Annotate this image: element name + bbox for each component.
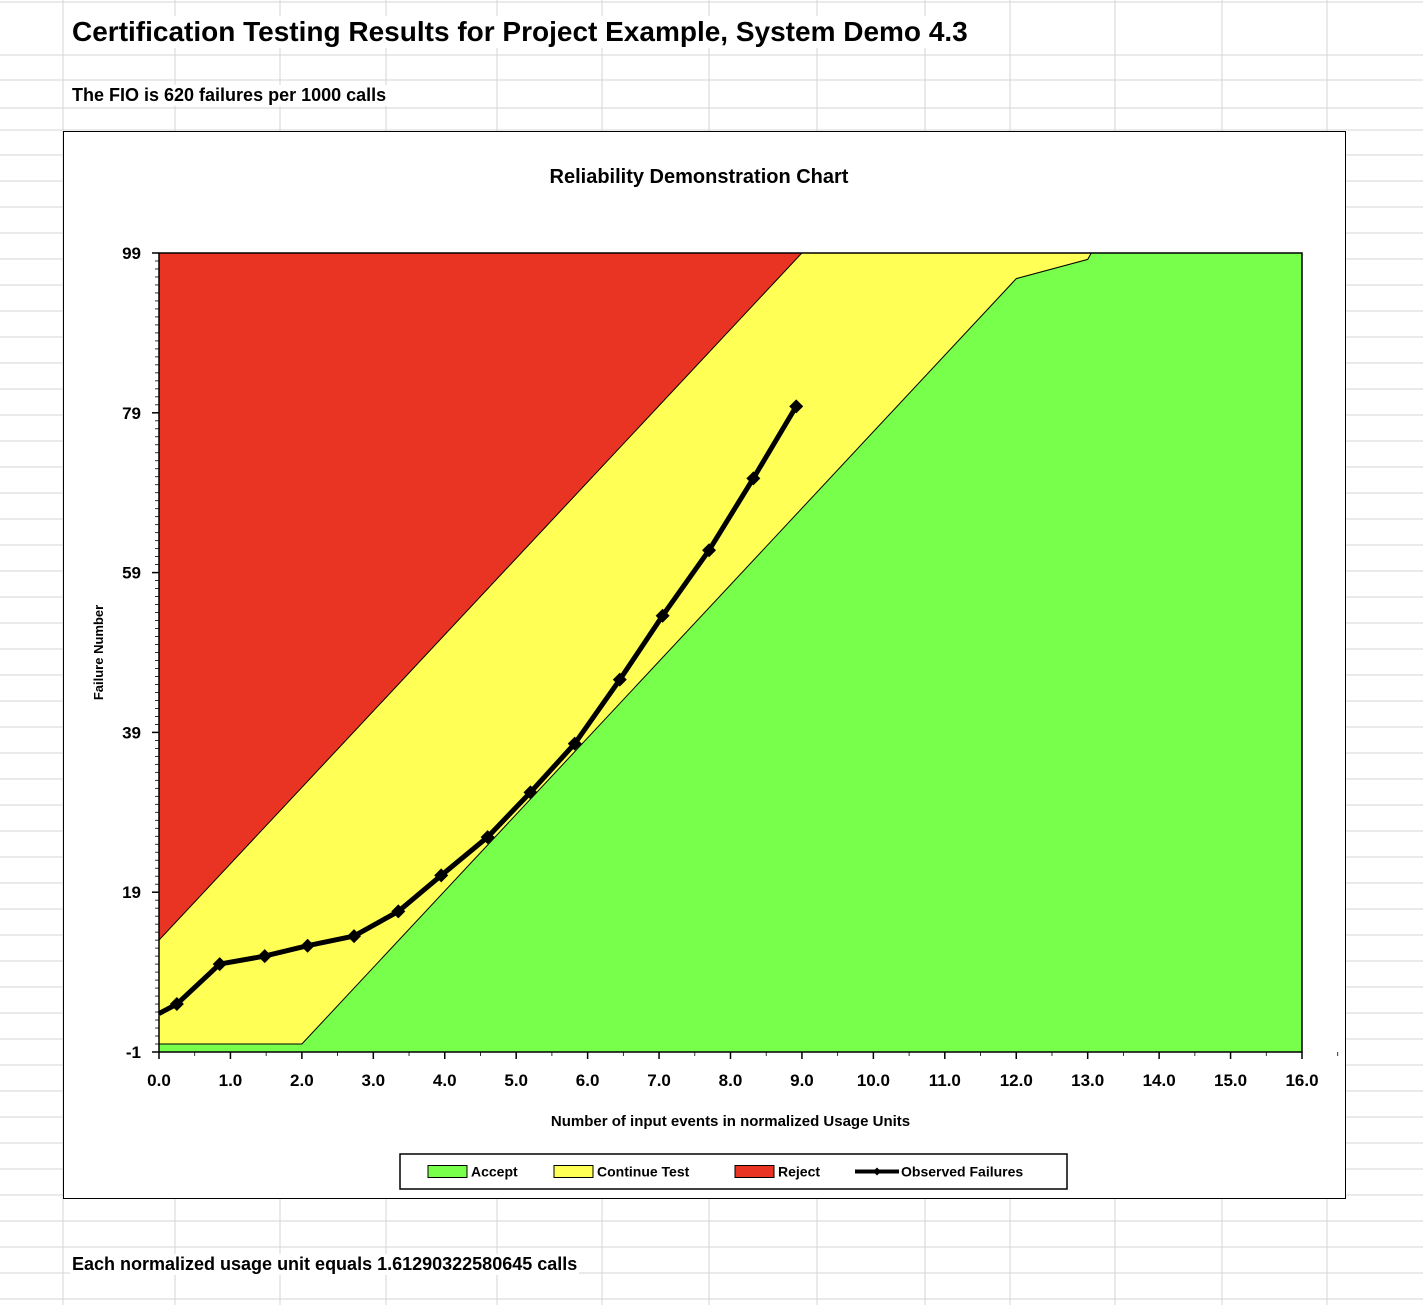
y-tick-label: 79	[122, 404, 141, 423]
legend-swatch-reject	[734, 1165, 775, 1178]
x-tick-label: 16.0	[1285, 1071, 1318, 1090]
x-tick-label: 13.0	[1071, 1071, 1104, 1090]
observed-failure-point[interactable]	[434, 868, 449, 883]
observed-failure-point[interactable]	[612, 672, 627, 687]
y-tick-label: 59	[122, 564, 141, 583]
observed-failure-point[interactable]	[300, 938, 315, 953]
x-tick-label: 3.0	[361, 1071, 385, 1090]
legend-label: Observed Failures	[901, 1164, 1023, 1180]
x-tick-label: 5.0	[504, 1071, 528, 1090]
x-axis-title: Number of input events in normalized Usa…	[551, 1113, 910, 1130]
observed-failure-point[interactable]	[169, 997, 184, 1012]
y-axis-title: Failure Number	[91, 605, 106, 700]
observed-failure-point[interactable]	[567, 736, 582, 751]
observed-failure-point[interactable]	[655, 608, 670, 623]
observed-failures-line[interactable]	[157, 405, 799, 1016]
observed-failure-point[interactable]	[257, 949, 272, 964]
x-tick-label: 0.0	[147, 1071, 171, 1090]
x-tick-label: 11.0	[929, 1071, 961, 1090]
fio-statement: The FIO is 620 failures per 1000 calls	[70, 85, 389, 106]
legend-label: Accept	[471, 1164, 518, 1180]
y-tick-label: 99	[122, 244, 141, 263]
x-tick-label: 12.0	[1000, 1071, 1033, 1090]
observed-failure-point[interactable]	[347, 929, 362, 944]
reliability-chart: Reliability Demonstration Chart -1 19 39 59 7…	[91, 166, 1339, 1190]
legend-label: Continue Test	[597, 1164, 690, 1180]
x-tick-label: 15.0	[1214, 1071, 1247, 1090]
sheet-title: Certification Testing Results for Projec…	[70, 16, 970, 48]
x-tick-label: 1.0	[219, 1071, 243, 1090]
y-tick-label: 39	[122, 723, 141, 742]
legend-label: Reject	[778, 1164, 820, 1180]
observed-failure-point[interactable]	[480, 830, 495, 845]
observed-failure-point[interactable]	[746, 471, 761, 486]
usage-unit-note: Each normalized usage unit equals 1.6129…	[70, 1254, 580, 1275]
observed-failure-point[interactable]	[391, 904, 406, 919]
x-tick-label: 6.0	[576, 1071, 600, 1090]
x-tick-label: 7.0	[647, 1071, 671, 1090]
legend-swatch-continue-test	[553, 1165, 594, 1178]
legend-marker-observed	[873, 1167, 881, 1176]
observed-failure-point[interactable]	[702, 543, 717, 558]
y-tick-label: -1	[126, 1043, 141, 1062]
x-tick-label: 8.0	[719, 1071, 743, 1090]
observed-failure-point[interactable]	[523, 785, 538, 800]
chart-title: Reliability Demonstration Chart	[550, 166, 849, 188]
y-tick-label: 19	[122, 883, 141, 902]
observed-failure-point[interactable]	[789, 399, 804, 414]
x-tick-label: 10.0	[857, 1071, 890, 1090]
legend-swatch-accept	[427, 1165, 468, 1178]
x-tick-label: 14.0	[1143, 1071, 1176, 1090]
x-tick-label: 2.0	[290, 1071, 314, 1090]
observed-failure-point[interactable]	[212, 957, 227, 972]
legend-box	[399, 1153, 1068, 1190]
x-tick-label: 4.0	[433, 1071, 457, 1090]
x-tick-label: 9.0	[790, 1071, 814, 1090]
